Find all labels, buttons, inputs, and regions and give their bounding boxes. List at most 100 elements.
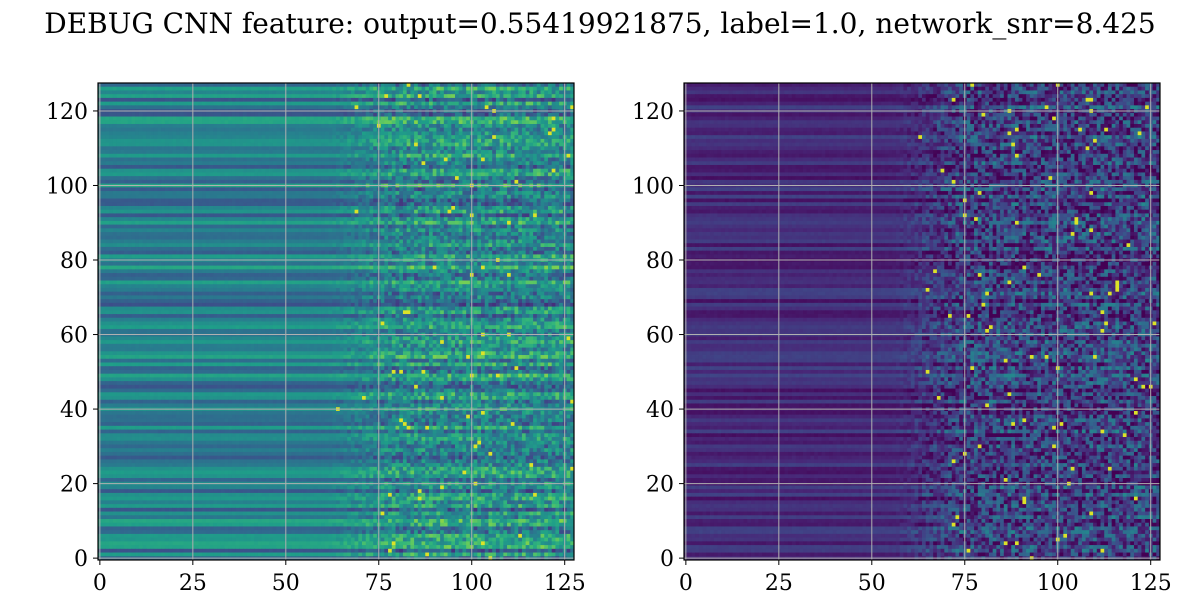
heatmap-cell [484,187,489,192]
heatmap-cell [536,209,541,214]
heatmap-cell [555,90,560,95]
heatmap-cell [373,213,378,218]
heatmap-cell [332,153,337,158]
heatmap-cell [518,105,523,110]
heatmap-cell [447,164,452,170]
heatmap-cell [555,179,560,185]
heatmap-cell [157,168,162,173]
heatmap-cell [533,202,538,207]
heatmap-cell [458,202,463,207]
heatmap-cell [358,168,363,173]
heatmap-cell [336,116,341,121]
heatmap-cell [406,168,411,173]
heatmap-cell [124,135,129,140]
heatmap-cell [157,172,162,177]
heatmap-cell [510,116,515,121]
heatmap-cell [261,83,266,88]
heatmap-cell [231,94,236,99]
heatmap-cell [142,161,147,166]
heatmap-cell [399,86,404,91]
heatmap-cell [127,101,132,106]
heatmap-cell [317,146,322,151]
heatmap-cell [272,142,277,147]
heatmap-cell [179,168,184,173]
heatmap-cell [428,86,434,91]
heatmap-cell [559,135,564,140]
heatmap-cell [127,224,132,229]
heatmap-cell [414,205,419,211]
heatmap-cell [358,172,363,177]
heatmap-cell [276,172,281,177]
heatmap-cell [228,213,233,218]
heatmap-cell [350,179,355,185]
heatmap-cell [146,179,151,185]
heatmap-cell [514,86,519,91]
heatmap-cell [157,161,162,166]
heatmap-cell [544,138,549,144]
heatmap-cell [146,220,151,226]
heatmap-cell [321,83,326,88]
heatmap-cell [432,209,437,214]
heatmap-cell [507,131,512,136]
heatmap-cell [142,217,147,222]
heatmap-cell [116,142,121,147]
heatmap-cell [265,224,270,229]
heatmap-cell [365,138,370,144]
heatmap-cell [492,153,497,158]
heatmap-cell [161,97,166,103]
heatmap-cell [566,146,571,151]
heatmap-cell [194,209,199,214]
heatmap-cell [306,83,311,88]
heatmap-cell [105,123,110,129]
heatmap-cell [507,220,512,226]
heatmap-cell [410,187,415,192]
heatmap-cell [369,94,374,99]
heatmap-cell [406,135,411,140]
heatmap-cell [105,172,110,177]
heatmap-cell [391,116,396,121]
heatmap-cell [127,86,132,91]
heatmap-cell [295,172,300,177]
heatmap-cell [339,187,344,192]
heatmap-cell [336,123,341,129]
heatmap-cell [354,194,359,199]
heatmap-cell [265,191,270,196]
heatmap-cell [324,83,329,88]
heatmap-cell [514,127,519,132]
heatmap-cell [488,205,493,211]
heatmap-cell [291,220,296,226]
heatmap-cell [451,105,456,110]
heatmap-cell [198,194,203,199]
heatmap-cell [492,135,497,140]
heatmap-cell [161,220,166,226]
heatmap-cell [235,176,240,181]
heatmap-cell [324,123,329,129]
heatmap-cell [150,187,155,192]
heatmap-cell [388,112,393,117]
heatmap-cell [455,220,460,226]
heatmap-cell [373,153,378,158]
heatmap-cell [224,153,229,158]
heatmap-cell [246,86,251,91]
heatmap-cell [157,146,162,151]
heatmap-cell [414,209,419,214]
heatmap-cell [559,90,564,95]
heatmap-cell [529,138,534,144]
heatmap-cell [362,172,367,177]
heatmap-cell [157,217,162,222]
heatmap-cell [224,179,229,185]
heatmap-cell [503,146,508,151]
heatmap-cell [566,94,571,99]
heatmap-cell [388,213,393,218]
heatmap-cell [287,123,292,129]
heatmap-cell [410,194,415,199]
heatmap-cell [406,205,411,211]
heatmap-cell [451,131,456,136]
heatmap-cell [231,146,236,151]
heatmap-cell [421,86,426,91]
heatmap-cell [280,157,285,162]
heatmap-cell [306,187,311,192]
heatmap-cell [540,224,545,229]
heatmap-cell [510,131,515,136]
heatmap-cell [194,127,199,132]
